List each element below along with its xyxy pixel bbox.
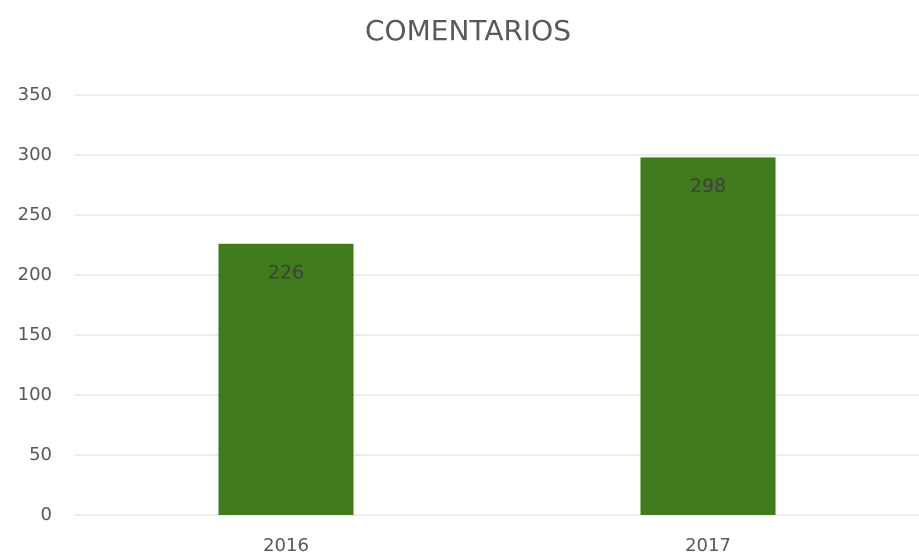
bar	[640, 157, 776, 515]
data-label: 226	[268, 261, 304, 283]
bar	[218, 243, 354, 516]
data-label: 298	[690, 175, 726, 197]
y-tick-label: 200	[18, 264, 52, 285]
y-tick-label: 150	[18, 324, 52, 345]
y-tick-label: 50	[29, 444, 52, 465]
x-tick-label: 2016	[263, 535, 309, 554]
x-tick-label: 2017	[685, 535, 731, 554]
y-tick-label: 100	[18, 384, 52, 405]
y-tick-label: 300	[18, 144, 52, 165]
chart-title: COMENTARIOS	[365, 14, 571, 47]
y-tick-label: 350	[18, 84, 52, 105]
y-tick-label: 0	[41, 504, 52, 525]
y-tick-label: 250	[18, 204, 52, 225]
